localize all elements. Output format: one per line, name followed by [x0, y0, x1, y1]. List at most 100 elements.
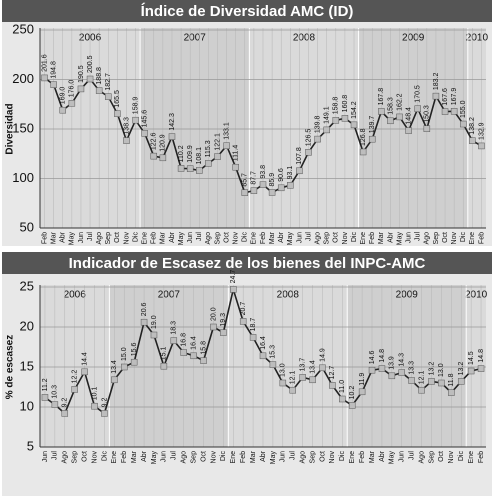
data-label: 18.3: [171, 321, 178, 335]
data-point: [41, 394, 49, 401]
x-tick-label: Jul: [305, 232, 312, 241]
data-point: [319, 364, 326, 372]
data-label: 13.2: [428, 362, 435, 376]
data-label: 145.6: [142, 110, 149, 128]
data-point: [408, 377, 415, 384]
data-label: 20.6: [141, 302, 148, 316]
data-label: 155.0: [460, 100, 467, 118]
data-label: 13.2: [458, 362, 465, 376]
data-label: 158.8: [333, 97, 340, 115]
data-point: [339, 395, 346, 403]
data-label: 107.8: [296, 147, 303, 165]
data-label: 18.7: [250, 318, 257, 332]
x-tick-label: Ene: [251, 232, 258, 245]
data-point: [332, 117, 340, 124]
y-axis-label: Diversidad: [5, 103, 16, 154]
data-point: [396, 113, 403, 121]
x-tick-label: Abr: [169, 231, 176, 243]
year-label: 2010: [465, 290, 488, 301]
x-tick-label: Jul: [87, 232, 94, 241]
x-tick-label: Ago: [62, 451, 69, 464]
x-tick-label: Ago: [424, 232, 431, 245]
data-point: [287, 182, 294, 189]
year-band: [140, 28, 250, 228]
data-label: 16.4: [260, 336, 267, 350]
data-label: 15.8: [200, 341, 207, 355]
data-label: 9.2: [101, 398, 108, 408]
data-label: 10.2: [349, 386, 356, 400]
x-tick-label: Jun: [296, 232, 303, 243]
x-tick-label: Oct: [200, 451, 207, 462]
year-label: 2008: [293, 33, 316, 44]
data-label: 15.0: [121, 347, 128, 361]
data-label: 126.8: [360, 128, 367, 146]
x-tick-label: Ene: [111, 451, 118, 464]
data-point: [268, 189, 276, 196]
x-tick-label: Dic: [242, 232, 249, 243]
data-label: 154.2: [351, 101, 358, 119]
data-point: [186, 165, 194, 172]
data-point: [50, 81, 57, 88]
data-label: 201.6: [41, 54, 48, 72]
data-point: [41, 74, 48, 82]
x-tick-label: Mar: [160, 231, 167, 244]
x-tick-label: Ago: [181, 451, 188, 464]
data-point: [111, 376, 118, 384]
x-tick-label: Feb: [121, 451, 128, 463]
x-tick-label: Ene: [230, 451, 237, 464]
x-tick-label: Sep: [309, 451, 316, 464]
data-label: 132.9: [478, 122, 485, 140]
data-point: [101, 410, 108, 417]
x-tick-label: Abr: [260, 450, 267, 462]
chart-title: Indicador de Escasez de los bienes del I…: [69, 255, 426, 272]
data-label: 142.3: [169, 113, 176, 131]
x-tick-label: Jun: [399, 451, 406, 462]
y-tick-label: 5: [27, 438, 34, 453]
y-axis-label: % de escasez: [5, 335, 16, 400]
year-label: 2007: [158, 290, 181, 301]
data-point: [477, 365, 485, 372]
data-label: 85.9: [269, 173, 276, 187]
data-label: 13.0: [438, 363, 445, 377]
data-label: 16.8: [181, 333, 188, 347]
data-point: [279, 379, 287, 387]
x-tick-label: Oct: [223, 232, 230, 243]
data-label: 165.5: [114, 90, 121, 108]
x-tick-label: Jul: [52, 451, 59, 460]
data-point: [81, 368, 88, 376]
x-tick-label: Ene: [468, 451, 475, 464]
data-label: 183.2: [433, 73, 440, 91]
data-point: [95, 87, 103, 94]
year-label: 2010: [466, 33, 489, 44]
data-label: 12.1: [290, 370, 297, 384]
x-tick-label: Mar: [369, 450, 376, 463]
data-label: 120.9: [160, 134, 167, 152]
data-point: [296, 167, 303, 175]
data-point: [459, 120, 467, 128]
x-tick-label: Mar: [269, 231, 276, 244]
y-tick-label: 15: [20, 358, 34, 373]
x-tick-label: Abr: [278, 231, 285, 243]
data-label: 13.7: [299, 358, 306, 372]
data-label: 138.2: [469, 117, 476, 135]
data-point: [210, 323, 217, 331]
data-label: 133.1: [223, 122, 230, 140]
y-tick-label: 250: [12, 21, 34, 36]
data-label: 19.0: [151, 315, 158, 329]
x-tick-label: Jun: [161, 451, 168, 462]
data-label: 167.8: [378, 88, 385, 106]
data-label: 87.7: [251, 171, 258, 185]
year-band: [358, 28, 468, 228]
year-label: 2007: [184, 33, 207, 44]
data-label: 194.8: [50, 61, 57, 79]
data-label: 11.9: [359, 373, 366, 386]
data-point: [418, 386, 425, 394]
data-label: 14.8: [379, 349, 386, 363]
data-label: 16.4: [190, 336, 197, 350]
data-point: [232, 163, 239, 171]
data-label: 24.7: [230, 270, 237, 284]
data-point: [141, 130, 148, 137]
data-label: 158.3: [387, 97, 394, 115]
x-tick-label: Ene: [142, 232, 149, 245]
data-label: 200.5: [87, 55, 94, 73]
